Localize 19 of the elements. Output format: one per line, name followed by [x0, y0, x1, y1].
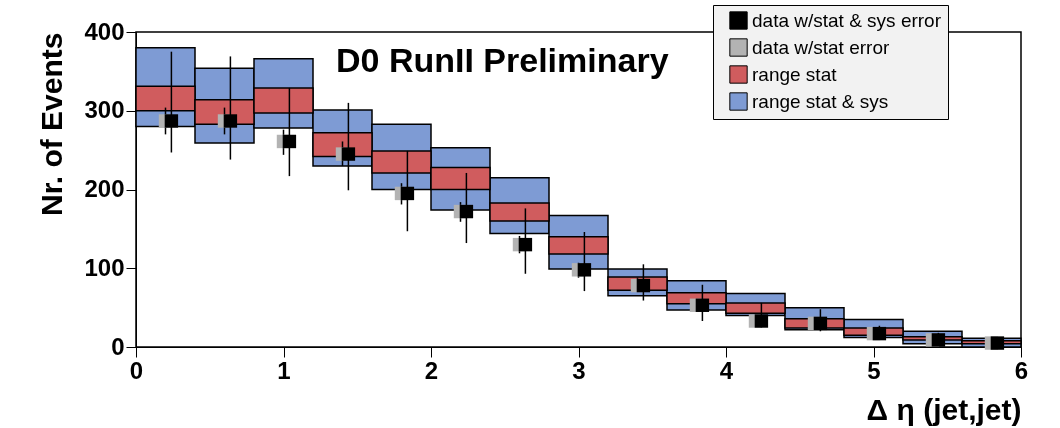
- y-tick-label: 100: [84, 253, 125, 281]
- y-tick-label: 300: [84, 96, 125, 124]
- x-tick-label: 2: [424, 356, 439, 384]
- y-tick-label: 200: [84, 175, 125, 202]
- x-tick-label: 5: [867, 356, 881, 384]
- x-tick-label: 6: [1014, 356, 1029, 384]
- y-tick-label: 0: [111, 332, 125, 360]
- legend-label: data w/stat error: [752, 36, 890, 58]
- x-tick-label: 0: [129, 356, 144, 384]
- x-tick-label: 1: [277, 356, 291, 384]
- x-tick-label: 3: [572, 356, 586, 384]
- y-tick-label: 400: [84, 17, 125, 45]
- x-tick-label: 4: [719, 356, 734, 384]
- y-axis-title: Nr. of Events: [35, 32, 69, 216]
- legend-label: range stat: [752, 63, 838, 85]
- annotation: D0 RunII Preliminary: [336, 41, 669, 79]
- legend-label: range stat & sys: [752, 90, 889, 112]
- x-axis-title: Δ η (jet,jet): [866, 392, 1022, 426]
- legend-label: data w/stat & sys error: [752, 9, 942, 31]
